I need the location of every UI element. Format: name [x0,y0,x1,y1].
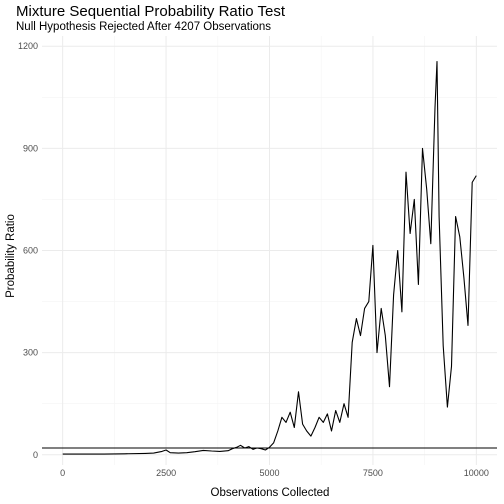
chart-title: Mixture Sequential Probability Ratio Tes… [16,3,286,20]
y-tick-label: 1200 [18,41,38,51]
x-tick-label: 5000 [259,468,279,478]
x-tick-label: 7500 [363,468,383,478]
y-tick-label: 0 [33,450,38,460]
y-axis-title: Probability Ratio [5,214,17,298]
major-gridlines [42,36,497,465]
x-tick-label: 2500 [156,468,176,478]
y-axis-tick-labels: 0 300 600 900 1200 [18,41,38,460]
chart-subtitle: Null Hypothesis Rejected After 4207 Obse… [16,21,272,33]
x-axis-title: Observations Collected [211,487,330,499]
x-tick-label: 10000 [464,468,489,478]
series-line-probability-ratio [62,60,477,455]
y-tick-label: 600 [23,246,38,256]
x-tick-label: 0 [60,468,65,478]
y-tick-label: 300 [23,348,38,358]
x-axis-tick-labels: 0 2500 5000 7500 10000 [60,468,489,478]
y-tick-label: 900 [23,143,38,153]
